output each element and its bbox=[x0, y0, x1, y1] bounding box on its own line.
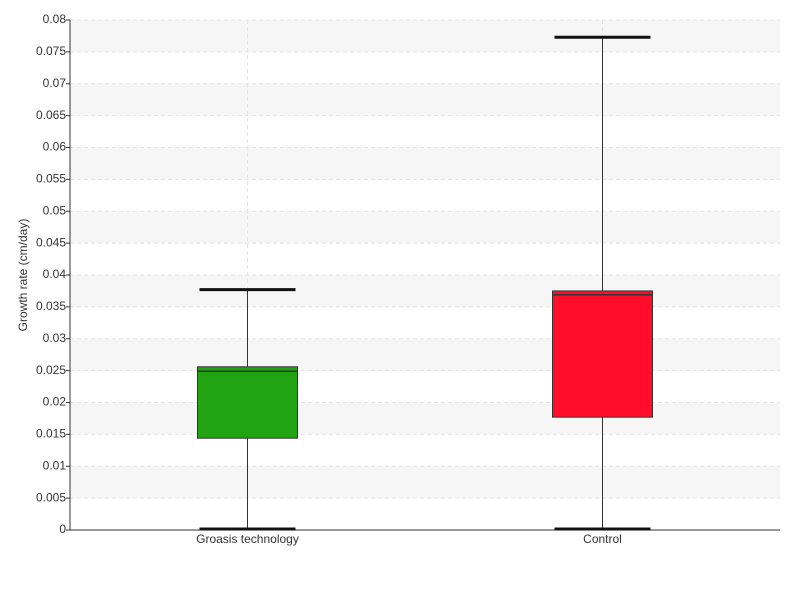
y-tick-label: 0.07 bbox=[43, 76, 67, 90]
grid-band bbox=[70, 20, 780, 52]
grid-band bbox=[70, 402, 780, 435]
y-tick-label: 0.08 bbox=[43, 12, 67, 26]
grid-band bbox=[70, 466, 780, 499]
y-tick-label: 0.025 bbox=[36, 363, 66, 377]
y-tick-label: 0.03 bbox=[43, 331, 67, 345]
grid-band bbox=[70, 147, 780, 180]
y-tick-label: 0.04 bbox=[43, 267, 67, 281]
grid-band bbox=[70, 211, 780, 244]
y-tick-label: 0 bbox=[59, 522, 66, 536]
y-tick-label: 0.045 bbox=[36, 235, 66, 249]
y-tick-label: 0.05 bbox=[43, 203, 67, 217]
box bbox=[197, 366, 298, 439]
y-tick-label: 0.015 bbox=[36, 427, 66, 441]
x-tick-label: Control bbox=[583, 532, 622, 546]
y-tick-label: 0.01 bbox=[43, 458, 67, 472]
y-tick-label: 0.005 bbox=[36, 490, 66, 504]
y-tick-label: 0.065 bbox=[36, 108, 66, 122]
y-tick-label: 0.06 bbox=[43, 140, 67, 154]
grid-band bbox=[70, 275, 780, 307]
grid-band bbox=[70, 83, 780, 116]
y-tick-label: 0.055 bbox=[36, 172, 66, 186]
y-tick-label: 0.035 bbox=[36, 299, 66, 313]
y-axis-label: Growth rate (cm/day) bbox=[16, 219, 30, 332]
y-tick-label: 0.02 bbox=[43, 395, 67, 409]
box bbox=[552, 290, 653, 418]
x-tick-label: Groasis technology bbox=[196, 532, 299, 546]
y-tick-label: 0.075 bbox=[36, 44, 66, 58]
grid-band bbox=[70, 338, 780, 371]
